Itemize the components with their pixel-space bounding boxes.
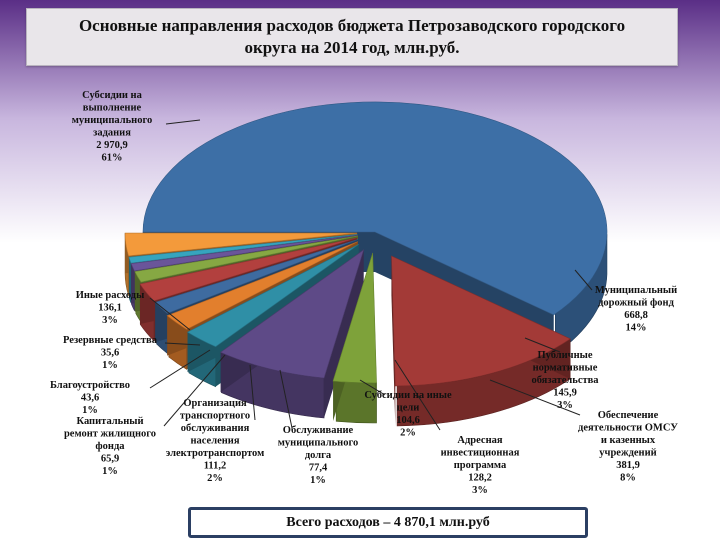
- slice-label: Муниципальный дорожный фонд 668,8 14%: [595, 285, 677, 334]
- pie-slices: [124, 101, 608, 427]
- leader-lines: [149, 119, 593, 431]
- pie-slice: [219, 249, 365, 419]
- pie-slice-top: [130, 234, 358, 272]
- slice-label: Субсидии на иные цели 104,6 2%: [364, 390, 452, 439]
- leader-line: [163, 354, 226, 427]
- pie-slice-top: [332, 252, 377, 384]
- slice-labels: Субсидии на выполнение муниципального задан…: [50, 90, 678, 496]
- pie-slice-top: [186, 244, 359, 348]
- slice-label: Капитальный ремонт жилищного фонда 65,9 1%: [64, 416, 156, 477]
- chart-title: Основные направления расходов бюджета Пе…: [78, 15, 626, 57]
- pie-slice-wall: [187, 244, 359, 373]
- pie-slice-top: [166, 241, 358, 330]
- slice-label: Обеспечение деятельности ОМСУ и казенных уч…: [578, 410, 678, 484]
- slice-label: Публичные нормативные обязательства 145,9 3%: [531, 350, 599, 411]
- pie-slice-top: [142, 101, 608, 316]
- pie-slice: [391, 255, 571, 427]
- chart-title-box: Основные направления расходов бюджета Пе…: [26, 8, 678, 66]
- leader-line: [165, 119, 201, 125]
- pie-slice: [332, 252, 377, 424]
- slice-label: Субсидии на выполнение муниципального задан…: [72, 90, 153, 164]
- pie-slice-top: [128, 234, 358, 264]
- leader-line: [164, 342, 201, 346]
- slice-label: Иные расходы 136,1 3%: [76, 290, 145, 326]
- pie-slice-top: [124, 232, 358, 257]
- leader-line: [394, 359, 441, 431]
- leader-line: [149, 297, 191, 331]
- leader-line: [249, 364, 256, 421]
- pie-slice-top: [391, 255, 571, 387]
- total-text: Всего расходов – 4 870,1 млн.руб: [286, 514, 490, 530]
- leader-line: [524, 337, 561, 353]
- total-box: Всего расходов – 4 870,1 млн.руб: [188, 507, 588, 538]
- slice-label: Резервные средства 35,6 1%: [63, 335, 158, 371]
- slice-label: Адресная инвестиционная программа 128,2 3%: [441, 435, 520, 496]
- leader-line: [359, 379, 386, 396]
- slice-label: Благоустройство 43,6 1%: [50, 380, 130, 416]
- leader-line: [489, 379, 581, 416]
- leader-line: [279, 369, 293, 429]
- slice-label: Обслуживание муниципального долга 77,4 1%: [278, 425, 359, 486]
- leader-line: [574, 269, 593, 291]
- pie-slice-top: [219, 249, 365, 379]
- slice-label: Организация транспортного обслуживания насе…: [166, 398, 265, 484]
- pie-slice-top: [134, 235, 358, 283]
- leader-line: [149, 349, 211, 389]
